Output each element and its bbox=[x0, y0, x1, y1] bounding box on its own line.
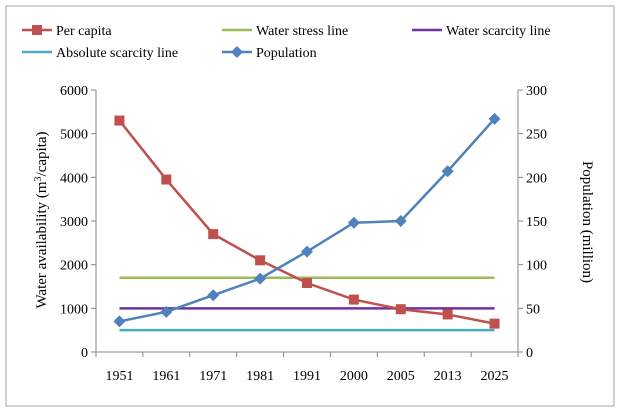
data-point-per-capita bbox=[348, 294, 359, 305]
y-left-tick-label: 4000 bbox=[60, 171, 88, 186]
x-tick-label: 1991 bbox=[293, 369, 321, 384]
data-point-population bbox=[254, 272, 267, 285]
x-tick-label: 1951 bbox=[105, 369, 133, 384]
legend-label: Absolute scarcity line bbox=[56, 46, 178, 61]
y-axis-left-title: Water availability (m3/capita) bbox=[33, 131, 51, 308]
data-point-population bbox=[441, 165, 454, 178]
y-right-tick-label: 200 bbox=[526, 171, 547, 186]
data-point-per-capita bbox=[489, 318, 500, 329]
legend-swatch-marker bbox=[231, 46, 243, 58]
x-tick-label: 1971 bbox=[199, 369, 227, 384]
y-right-tick-label: 250 bbox=[526, 128, 547, 143]
y-left-tick-label: 0 bbox=[81, 346, 88, 361]
x-tick-label: 2025 bbox=[481, 369, 509, 384]
legend-item-water-scarcity-line: Water scarcity line bbox=[412, 24, 551, 39]
y-left-tick-label: 5000 bbox=[60, 128, 88, 143]
y-left-tick-label: 2000 bbox=[60, 259, 88, 274]
y-axis-left-title-prefix: Water availability (m bbox=[34, 181, 50, 308]
y-right-tick-label: 50 bbox=[526, 302, 540, 317]
legend-label: Water stress line bbox=[256, 24, 348, 39]
data-point-per-capita bbox=[302, 278, 312, 289]
data-point-per-capita bbox=[161, 174, 172, 185]
data-point-population bbox=[113, 315, 126, 328]
y-right-tick-label: 150 bbox=[526, 215, 547, 230]
legend-label: Water scarcity line bbox=[446, 24, 551, 39]
data-point-population bbox=[347, 216, 360, 229]
x-tick-label: 1961 bbox=[152, 369, 180, 384]
y-axis-left-title-sup: 3 bbox=[33, 176, 44, 181]
legend-label: Per capita bbox=[56, 24, 112, 39]
y-right-tick-label: 0 bbox=[526, 346, 533, 361]
data-point-population bbox=[207, 289, 220, 302]
x-tick-label: 2005 bbox=[387, 369, 415, 384]
x-tick-label: 1981 bbox=[246, 369, 274, 384]
legend-item-population: Population bbox=[222, 46, 317, 61]
y-right-tick-label: 300 bbox=[526, 84, 547, 99]
data-point-population bbox=[160, 305, 173, 318]
data-point-per-capita bbox=[208, 229, 219, 240]
legend-item-absolute-scarcity-line: Absolute scarcity line bbox=[22, 46, 178, 61]
series-population bbox=[113, 112, 501, 328]
data-point-population bbox=[301, 245, 313, 258]
legend-item-per-capita: Per capita bbox=[22, 24, 112, 39]
data-point-per-capita bbox=[442, 309, 453, 320]
y-right-tick-label: 100 bbox=[526, 259, 547, 274]
data-point-per-capita bbox=[395, 304, 406, 315]
y-left-tick-label: 6000 bbox=[60, 84, 88, 99]
chart-frame bbox=[5, 5, 615, 407]
legend-swatch-marker bbox=[32, 25, 42, 35]
data-point-per-capita bbox=[114, 115, 125, 126]
x-tick-label: 2013 bbox=[434, 369, 462, 384]
y-axis-left-title-suffix: /capita) bbox=[34, 131, 50, 176]
axes: 0 1000 2000 3000 4000 5000 6000 0 50 100 150 200 250… bbox=[60, 84, 547, 384]
y-left-tick-label: 3000 bbox=[60, 215, 88, 230]
legend-item-water-stress-line: Water stress line bbox=[222, 24, 348, 39]
data-point-population bbox=[488, 112, 501, 125]
legend-label: Population bbox=[256, 46, 317, 61]
y-axis-right-title: Population (million) bbox=[579, 161, 595, 283]
data-point-population bbox=[394, 215, 407, 227]
y-left-tick-label: 1000 bbox=[60, 302, 88, 317]
series-per-capita bbox=[114, 115, 500, 329]
legend: Per capita Water stress line Water scarcit… bbox=[22, 24, 551, 61]
x-tick-label: 2000 bbox=[340, 369, 368, 384]
data-point-per-capita bbox=[255, 255, 266, 266]
series-layer bbox=[113, 112, 501, 332]
